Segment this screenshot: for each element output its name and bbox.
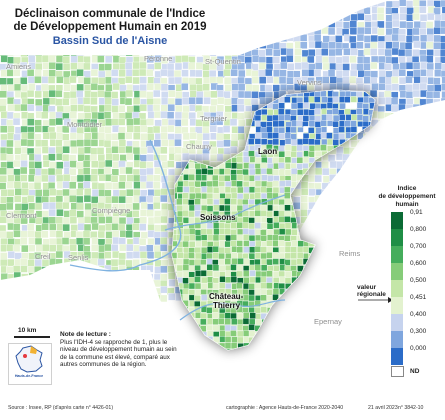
- legend-label: 0,000: [410, 345, 427, 352]
- date-text: 21 avril 2023: [368, 405, 398, 411]
- legend-title-line-2: de développement: [378, 193, 436, 200]
- legend-label: 0,451: [410, 294, 427, 301]
- place-saint-quentin: St-Quentin: [205, 57, 241, 66]
- legend-swatch: [391, 263, 403, 280]
- scale-bar: [14, 336, 50, 338]
- place-chauny: Chauny: [186, 142, 212, 151]
- river-aisne: [164, 194, 286, 231]
- legend-swatch: [391, 229, 403, 246]
- place-laon: Laon: [258, 147, 278, 156]
- legend-label: 0,800: [410, 226, 427, 233]
- place-vervins: Vervins: [297, 78, 322, 87]
- place-clermont: Clermont: [6, 211, 37, 220]
- reading-note-body: Plus l'IDH-4 se rapproche de 1, plus le …: [60, 339, 177, 369]
- regional-value-label-line-1: valeur: [357, 284, 377, 291]
- place-montdidier: Montdidier: [67, 120, 103, 129]
- place-peronne: Péronne: [144, 54, 173, 63]
- legend-label: 0,600: [410, 260, 427, 267]
- legend-label: 0,91: [410, 209, 423, 216]
- legend-nd-swatch: [391, 366, 404, 377]
- legend-title-line-1: Indice: [397, 185, 417, 192]
- reading-note-heading: Note de lecture :: [60, 331, 111, 338]
- place-creil: Creil: [35, 252, 51, 261]
- place-reims: Reims: [339, 249, 361, 258]
- region-logo: [8, 343, 52, 385]
- map-title-line-2: de Développement Humain en 2019: [13, 21, 207, 33]
- place-chateau-thierry-line-2: Thierry: [213, 301, 241, 310]
- legend-swatch: [391, 314, 403, 331]
- river-oise: [69, 139, 182, 272]
- place-epernay: Epernay: [314, 317, 342, 326]
- logo-text: Hauts-de-France: [14, 374, 44, 378]
- legend-swatch: [391, 280, 403, 297]
- legend-swatch: [391, 212, 403, 229]
- legend-swatch: [391, 246, 403, 263]
- scale-label: 10 km: [18, 327, 37, 334]
- legend-swatch: [391, 331, 403, 348]
- credit-text: cartographie : Agence Hauts-de-France 20…: [226, 405, 344, 411]
- regional-value-arrowhead: [388, 297, 393, 303]
- place-tergnier: Tergnier: [200, 114, 228, 123]
- river-marne: [179, 299, 286, 321]
- place-senlis: Senlis: [68, 253, 89, 262]
- place-amiens: Amiens: [6, 62, 32, 71]
- legend-title-line-3: humain: [395, 201, 419, 208]
- legend-label: 0,700: [410, 243, 427, 250]
- map-number-text: n° 3842-10: [398, 405, 424, 411]
- legend-label: 0,500: [410, 277, 427, 284]
- france-map-icon: [15, 345, 43, 373]
- place-chateau-thierry-line-1: Château-: [209, 292, 244, 301]
- source-text: Source : Insee, RP (d'après carte n° 442…: [8, 405, 114, 411]
- legend-swatch: [391, 297, 403, 314]
- map-title-line-1: Déclinaison communale de l'Indice: [14, 8, 206, 20]
- regional-value-label-line-2: régionale: [357, 291, 386, 298]
- place-compiegne: Compiègne: [92, 206, 131, 215]
- place-soissons: Soissons: [200, 213, 236, 222]
- legend-swatch: [391, 348, 403, 365]
- legend-label: 0,400: [410, 311, 427, 318]
- legend-label: 0,300: [410, 328, 427, 335]
- map-subtitle: Bassin Sud de l'Aisne: [52, 35, 168, 47]
- legend-nd-label: ND: [410, 368, 420, 375]
